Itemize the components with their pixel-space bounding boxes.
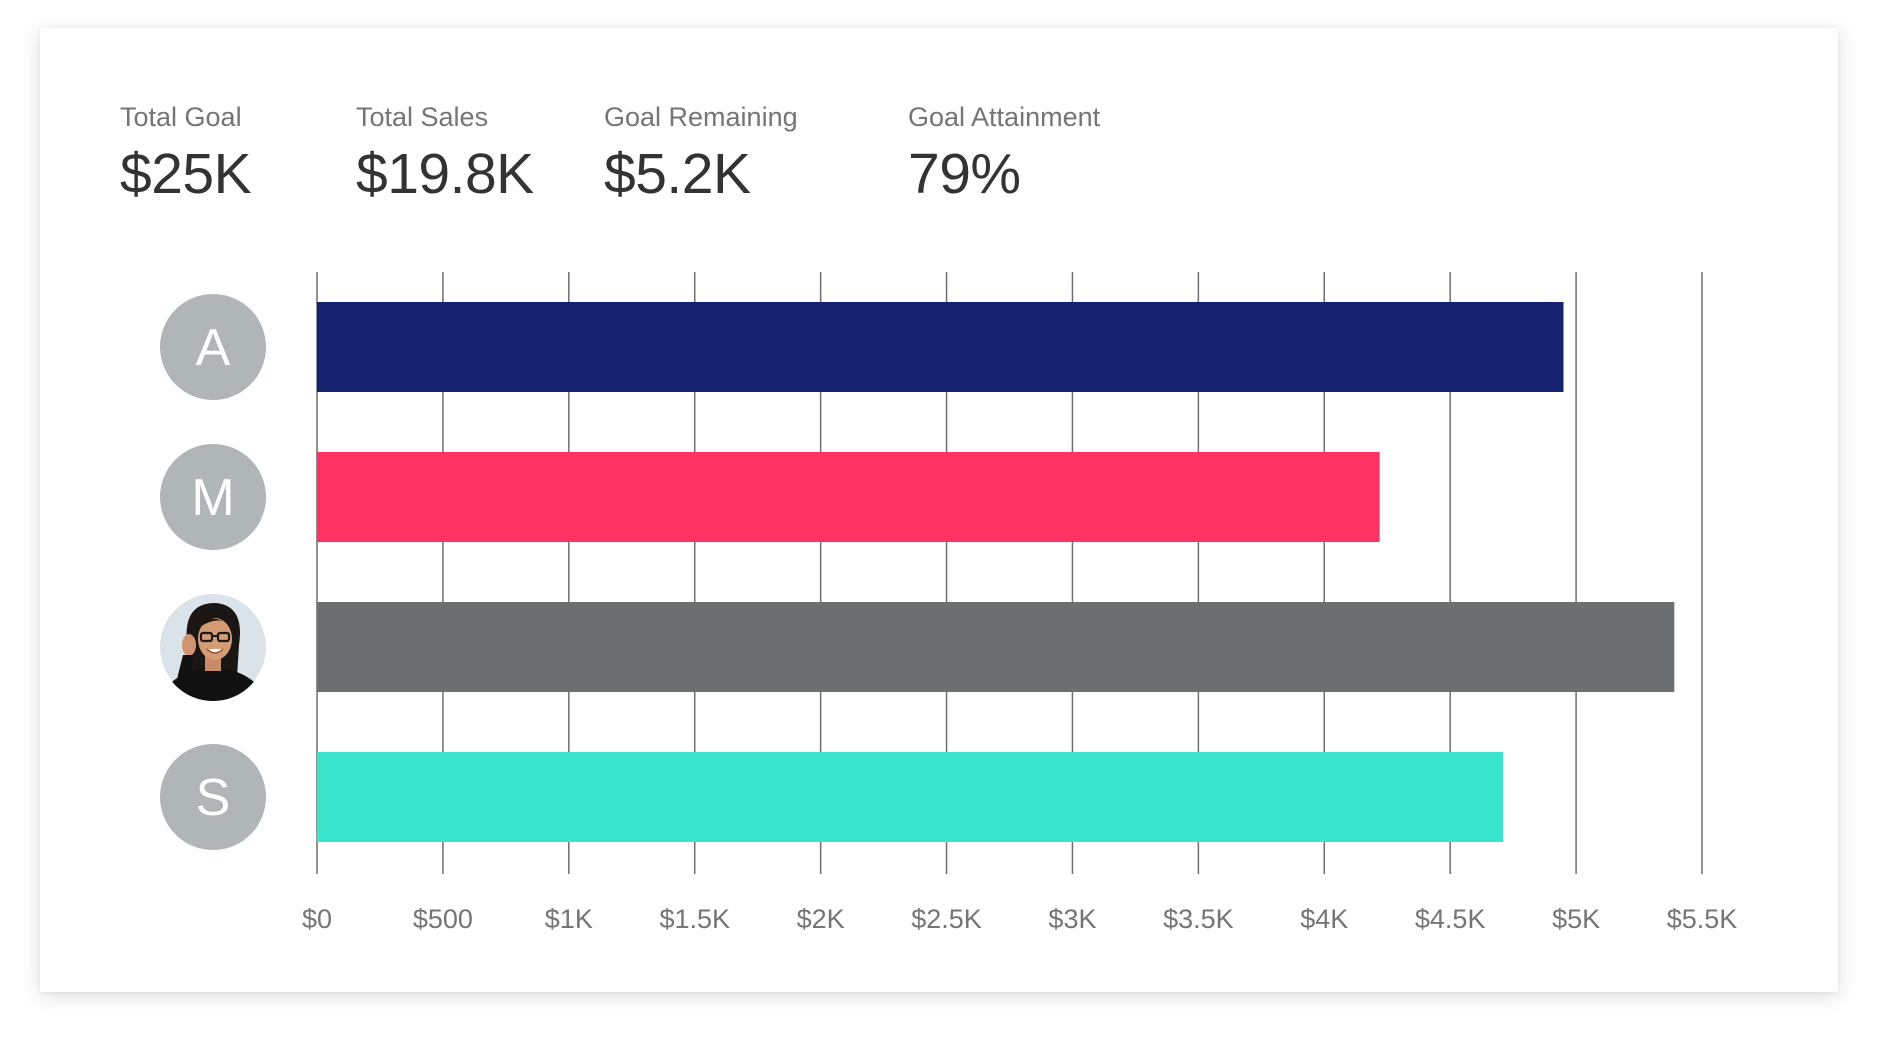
sales-bar-chart: $0 $500 $1K $1.5K $2K $2.5K $3K $3.5K $4K $4.5K $5…: [153, 272, 1737, 934]
avatar-initial: S: [196, 769, 231, 827]
avatar-photo[interactable]: [153, 594, 273, 707]
bar-2[interactable]: [317, 452, 1380, 542]
x-tick-label: $2K: [797, 904, 845, 934]
kpi-value: $19.8K: [356, 142, 534, 206]
bar-3[interactable]: [317, 602, 1675, 692]
avatar-initial: M: [191, 469, 234, 527]
bar-1[interactable]: [317, 302, 1564, 392]
x-tick-label: $1.5K: [659, 904, 730, 934]
avatars: A M S: [153, 294, 273, 850]
avatar-initial: A: [196, 319, 231, 377]
kpi-label: Goal Attainment: [908, 102, 1101, 132]
kpi-total-goal: Total Goal $25K: [120, 102, 252, 207]
x-axis-ticks: $0 $500 $1K $1.5K $2K $2.5K $3K $3.5K $4K $4.5K $5…: [302, 904, 1737, 934]
kpi-label: Total Goal: [120, 102, 242, 132]
x-tick-label: $4.5K: [1415, 904, 1486, 934]
x-tick-label: $2.5K: [911, 904, 982, 934]
kpi-total-sales: Total Sales $19.8K: [356, 102, 534, 207]
x-tick-label: $500: [413, 904, 473, 934]
x-tick-label: $1K: [545, 904, 593, 934]
avatar-s[interactable]: S: [160, 744, 266, 850]
x-tick-label: $0: [302, 904, 332, 934]
bar-4[interactable]: [317, 752, 1504, 842]
avatar-a[interactable]: A: [160, 294, 266, 400]
sales-goal-card: Total Goal $25K Total Sales $19.8K Goal …: [40, 28, 1838, 992]
x-tick-label: $4K: [1300, 904, 1348, 934]
kpi-label: Goal Remaining: [604, 102, 798, 132]
avatar-m[interactable]: M: [160, 444, 266, 550]
x-tick-label: $5.5K: [1667, 904, 1738, 934]
bars: [317, 302, 1675, 842]
x-tick-label: $5K: [1552, 904, 1600, 934]
kpi-label: Total Sales: [356, 102, 489, 132]
x-tick-label: $3.5K: [1163, 904, 1234, 934]
kpi-goal-remaining: Goal Remaining $5.2K: [604, 102, 798, 207]
kpi-value: 79%: [908, 142, 1021, 206]
kpi-value: $5.2K: [604, 142, 751, 206]
kpi-value: $25K: [120, 142, 252, 206]
kpi-goal-attainment: Goal Attainment 79%: [908, 102, 1100, 207]
x-tick-label: $3K: [1048, 904, 1096, 934]
